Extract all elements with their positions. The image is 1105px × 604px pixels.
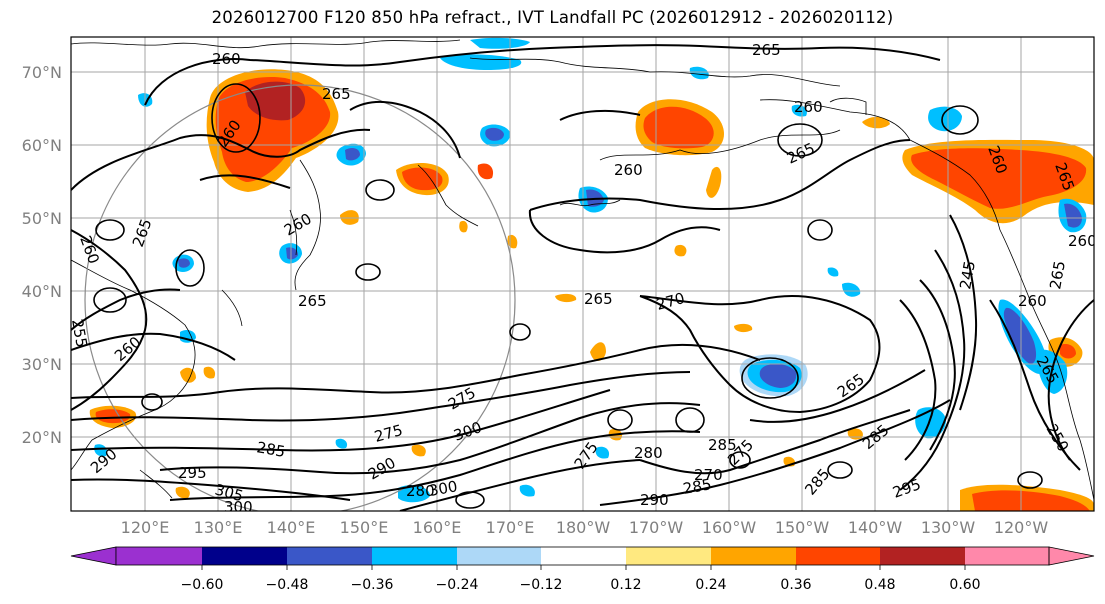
contour-label: 280	[406, 482, 435, 500]
colorbar-segment	[372, 547, 457, 565]
lat-labels: 70°N 60°N 50°N 40°N 30°N 20°N	[22, 63, 62, 447]
contour-label: 285	[682, 475, 713, 498]
contour-label: 260	[614, 161, 643, 179]
contour-label: 300	[428, 477, 459, 500]
lon-label: 120°W	[994, 518, 1049, 537]
lat-label: 20°N	[22, 428, 62, 447]
contour-label: 260	[1018, 292, 1047, 310]
contour-label: 285	[255, 438, 286, 461]
colorbar-tick: 0.48	[864, 577, 895, 593]
colorbar-tick: −0.12	[520, 577, 563, 593]
contour-label: 265	[1046, 259, 1069, 290]
colorbar: −0.60 −0.48 −0.36 −0.24 −0.12 0.12 0.24 …	[70, 546, 1095, 593]
contour-label: 295	[178, 464, 207, 482]
lat-label: 40°N	[22, 282, 62, 301]
lon-label: 140°E	[267, 518, 316, 537]
colorbar-tick: −0.24	[436, 577, 479, 593]
lon-label: 130°E	[194, 518, 243, 537]
colorbar-tick: −0.48	[266, 577, 309, 593]
lon-label: 170°W	[629, 518, 684, 537]
colorbar-segment	[541, 547, 626, 565]
colorbar-segment	[202, 547, 287, 565]
colorbar-tick: 0.36	[780, 577, 811, 593]
colorbar-tick: 0.60	[949, 577, 980, 593]
lon-label: 160°W	[702, 518, 757, 537]
lon-label: 140°W	[848, 518, 903, 537]
contour-label: 265	[298, 292, 327, 310]
colorbar-outline	[115, 546, 1050, 566]
colorbar-segment	[116, 547, 202, 565]
contour-label: 290	[640, 491, 669, 509]
map-border	[70, 36, 1095, 512]
map-title: 2026012700 F120 850 hPa refract., IVT La…	[211, 8, 894, 27]
coastlines	[71, 39, 1094, 501]
colorbar-segment	[796, 547, 880, 565]
lon-labels: 120°E 130°E 140°E 150°E 160°E 170°E 180°…	[121, 518, 1049, 537]
contour-label: 280	[634, 444, 663, 462]
contour-label: 265	[584, 290, 613, 308]
reference-circle	[84, 84, 516, 511]
colorbar-tick: 0.24	[695, 577, 726, 593]
lat-label: 70°N	[22, 63, 62, 82]
contour-label: 265	[752, 41, 781, 59]
lat-label: 50°N	[22, 209, 62, 228]
colorbar-arrow-right	[1048, 546, 1095, 566]
colorbar-segment	[626, 547, 711, 565]
contour-label: 265	[322, 85, 351, 103]
colorbar-segment	[457, 547, 541, 565]
contour-label: 260	[1068, 232, 1097, 250]
colorbar-tick: −0.60	[181, 577, 224, 593]
contour-label: 285	[708, 436, 737, 454]
contour-blobs	[93, 83, 1043, 509]
contour-label: 300	[224, 498, 253, 516]
contour-lines	[71, 44, 1094, 511]
contour-label: 260	[794, 98, 823, 116]
lon-label: 120°E	[121, 518, 170, 537]
colorbar-segment	[287, 547, 372, 565]
lon-label: 170°E	[486, 518, 535, 537]
contour-label: 245	[956, 259, 979, 290]
colorbar-tick: −0.36	[351, 577, 394, 593]
colorbar-segment	[880, 547, 965, 565]
contour-label: 270	[694, 466, 723, 484]
colorbar-arrow-left	[70, 546, 117, 566]
lat-label: 30°N	[22, 355, 62, 374]
lon-label: 160°E	[413, 518, 462, 537]
contour-label: 255	[68, 318, 91, 349]
lon-label: 150°W	[775, 518, 830, 537]
colorbar-tick: 0.12	[610, 577, 641, 593]
lon-label: 130°W	[921, 518, 976, 537]
lat-label: 60°N	[22, 136, 62, 155]
colorbar-segment	[711, 547, 796, 565]
lon-label: 180°W	[556, 518, 611, 537]
lon-label: 150°E	[340, 518, 389, 537]
colorbar-segment	[965, 547, 1049, 565]
contour-label: 260	[212, 50, 241, 68]
